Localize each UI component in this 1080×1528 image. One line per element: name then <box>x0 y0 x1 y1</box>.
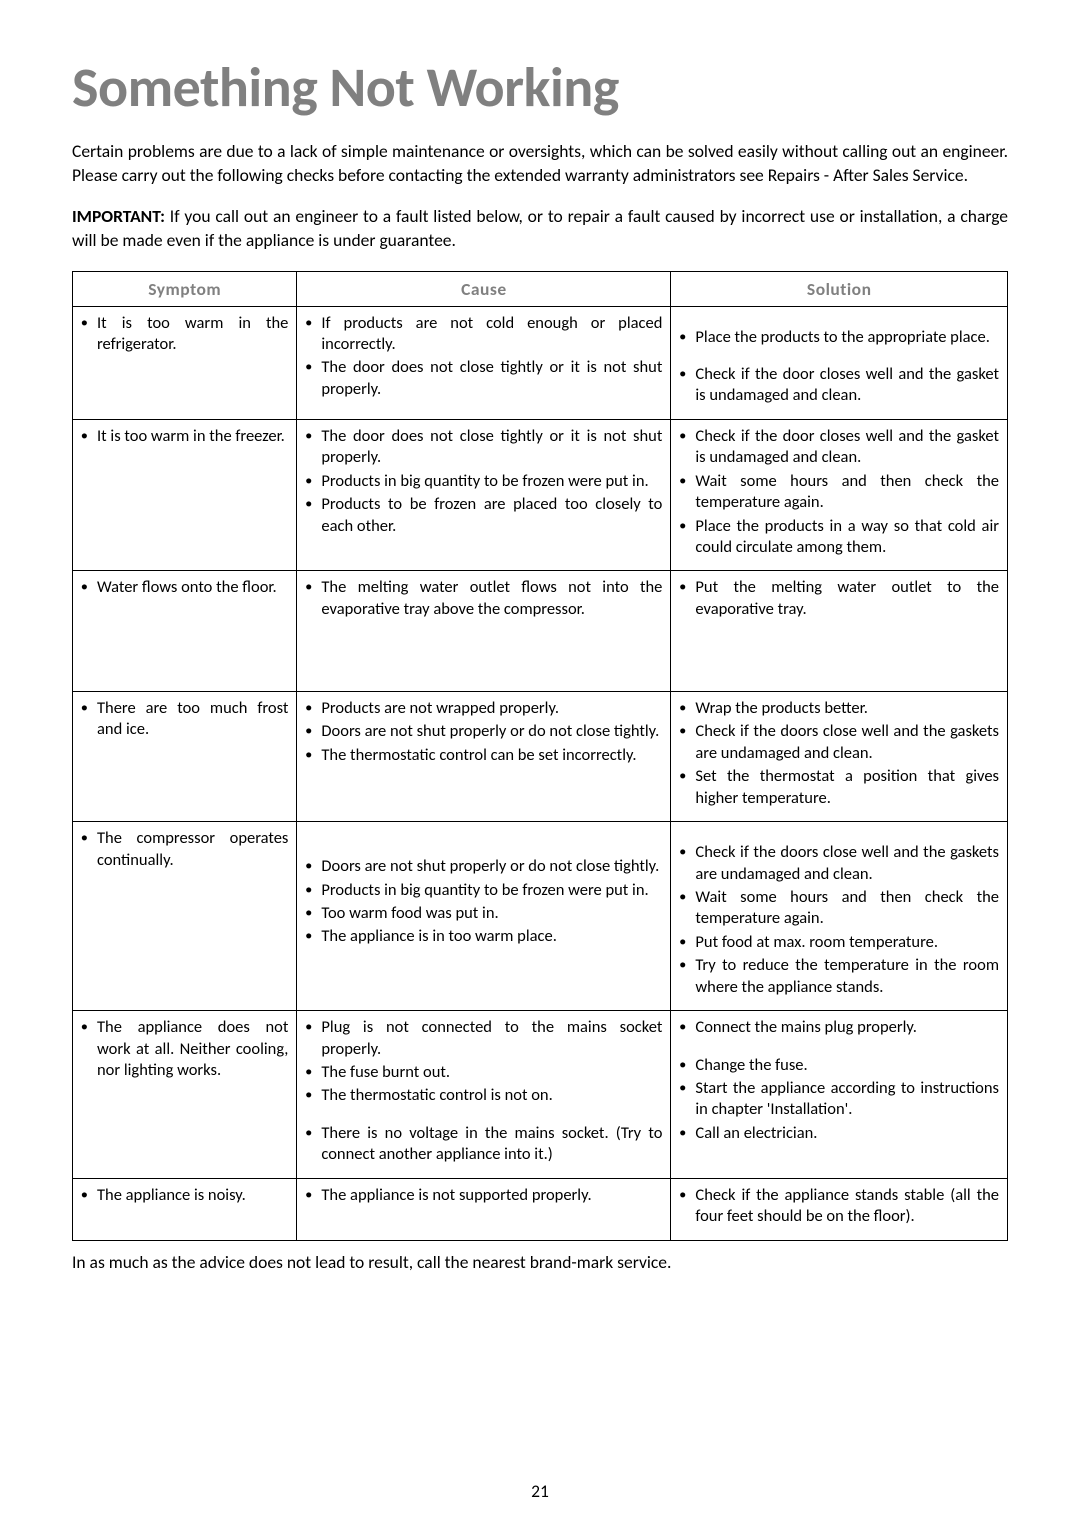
solution-text: Check if the door closes well and the ga… <box>679 364 999 407</box>
important-label: IMPORTANT: <box>72 205 165 227</box>
solution-text: Place the products to the appropriate pl… <box>679 327 999 348</box>
solution-text: Call an electrician. <box>679 1123 999 1144</box>
table-row: The appliance does not work at all. Neit… <box>73 1011 1008 1179</box>
solution-text: Check if the doors close well and the ga… <box>679 721 999 764</box>
solution-text: Put food at max. room temperature. <box>679 932 999 953</box>
page-number: 21 <box>0 1480 1080 1502</box>
cause-text: Plug is not connected to the mains socke… <box>305 1017 662 1060</box>
solution-text: Wrap the products better. <box>679 698 999 719</box>
footnote: In as much as the advice does not lead t… <box>72 1251 1008 1273</box>
intro-paragraph: Certain problems are due to a lack of si… <box>72 140 1008 187</box>
solution-text: Check if the doors close well and the ga… <box>679 842 999 885</box>
important-paragraph: IMPORTANT: If you call out an engineer t… <box>72 205 1008 252</box>
cause-text: The fuse burnt out. <box>305 1062 662 1083</box>
cause-text: If products are not cold enough or place… <box>305 313 662 356</box>
solution-text: Connect the mains plug properly. <box>679 1017 999 1038</box>
symptom-text: It is too warm in the refrigerator. <box>81 313 288 356</box>
solution-text: Place the products in a way so that cold… <box>679 516 999 559</box>
header-symptom: Symptom <box>73 271 297 306</box>
symptom-text: It is too warm in the freezer. <box>81 426 288 447</box>
cause-text: The appliance is in too warm place. <box>305 926 662 947</box>
symptom-text: The appliance does not work at all. Neit… <box>81 1017 288 1081</box>
cause-text: The thermostatic control can be set inco… <box>305 745 662 766</box>
solution-text: Wait some hours and then check the tempe… <box>679 471 999 514</box>
cause-text: The door does not close tightly or it is… <box>305 426 662 469</box>
solution-text: Set the thermostat a position that gives… <box>679 766 999 809</box>
page-title: Something Not Working <box>72 54 1008 122</box>
cause-text: Products to be frozen are placed too clo… <box>305 494 662 537</box>
cause-text: The thermostatic control is not on. <box>305 1085 662 1106</box>
symptom-text: Water flows onto the floor. <box>81 577 288 598</box>
table-row: There are too much frost and ice. Produc… <box>73 691 1008 821</box>
cause-text: There is no voltage in the mains socket.… <box>305 1123 662 1166</box>
table-row: It is too warm in the refrigerator. If p… <box>73 306 1008 419</box>
cause-text: The door does not close tightly or it is… <box>305 357 662 400</box>
solution-text: Try to reduce the temperature in the roo… <box>679 955 999 998</box>
table-row: The appliance is noisy. The appliance is… <box>73 1178 1008 1240</box>
cause-text: The melting water outlet flows not into … <box>305 577 662 620</box>
symptom-text: The compressor operates continually. <box>81 828 288 871</box>
solution-text: Check if the appliance stands stable (al… <box>679 1185 999 1228</box>
solution-text: Put the melting water outlet to the evap… <box>679 577 999 620</box>
cause-text: Products in big quantity to be frozen we… <box>305 471 662 492</box>
solution-text: Check if the door closes well and the ga… <box>679 426 999 469</box>
cause-text: Doors are not shut properly or do not cl… <box>305 856 662 877</box>
table-row: It is too warm in the freezer. The door … <box>73 419 1008 571</box>
cause-text: Doors are not shut properly or do not cl… <box>305 721 662 742</box>
cause-text: The appliance is not supported properly. <box>305 1185 662 1206</box>
troubleshooting-table: Symptom Cause Solution It is too warm in… <box>72 271 1008 1241</box>
header-solution: Solution <box>671 271 1008 306</box>
cause-text: Products are not wrapped properly. <box>305 698 662 719</box>
header-cause: Cause <box>297 271 671 306</box>
symptom-text: The appliance is noisy. <box>81 1185 288 1206</box>
solution-text: Start the appliance according to instruc… <box>679 1078 999 1121</box>
cause-text: Too warm food was put in. <box>305 903 662 924</box>
table-row: The compressor operates continually. Doo… <box>73 822 1008 1011</box>
table-header-row: Symptom Cause Solution <box>73 271 1008 306</box>
important-text: If you call out an engineer to a fault l… <box>72 205 1008 251</box>
table-row: Water flows onto the floor. The melting … <box>73 571 1008 691</box>
solution-text: Wait some hours and then check the tempe… <box>679 887 999 930</box>
solution-text: Change the fuse. <box>679 1055 999 1076</box>
cause-text: Products in big quantity to be frozen we… <box>305 880 662 901</box>
symptom-text: There are too much frost and ice. <box>81 698 288 741</box>
